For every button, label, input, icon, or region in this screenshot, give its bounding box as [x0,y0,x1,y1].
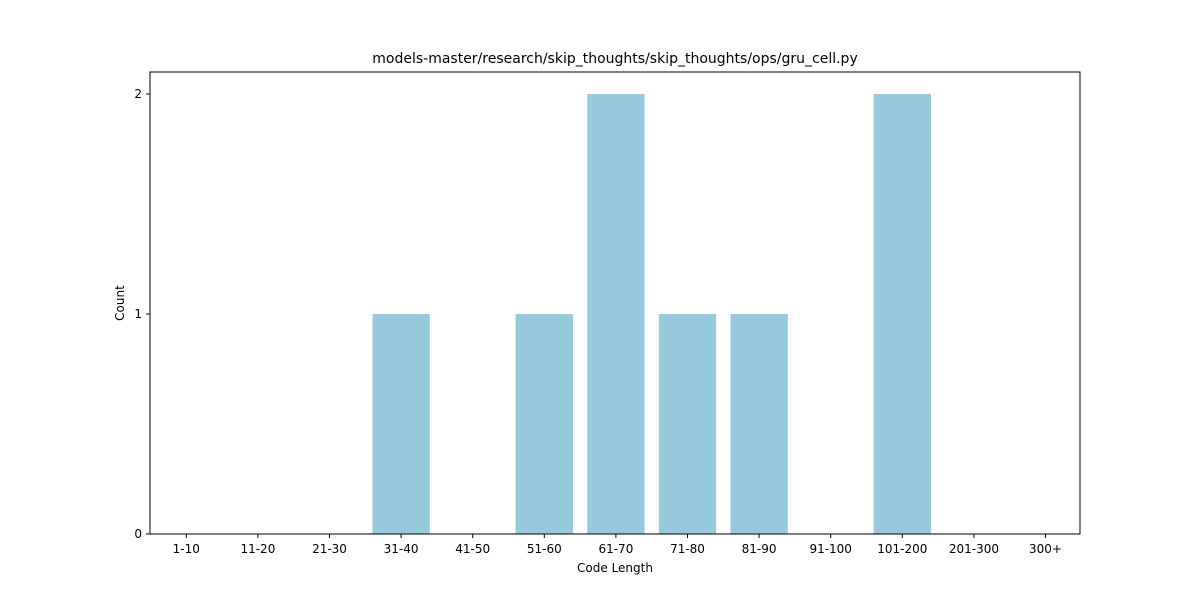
x-tick-label: 91-100 [809,542,852,556]
x-tick-label: 51-60 [527,542,562,556]
y-tick-label: 2 [134,87,142,101]
y-tick-label: 1 [134,307,142,321]
y-axis-ticks: 0 1 2 [134,87,150,541]
x-tick-label: 300+ [1029,542,1062,556]
x-tick-label: 61-70 [598,542,633,556]
x-tick-label: 201-300 [949,542,999,556]
x-tick-label: 11-20 [240,542,275,556]
x-tick-label: 41-50 [455,542,490,556]
x-tick-label: 21-30 [312,542,347,556]
bar-81-90 [730,314,788,534]
bar-31-40 [372,314,430,534]
bar-61-70 [587,94,645,534]
x-tick-label: 71-80 [670,542,705,556]
plot-frame [149,71,1081,535]
y-tick-label: 0 [134,527,142,541]
bar-101-200 [873,94,931,534]
x-tick-label: 1-10 [173,542,200,556]
bars-layer [372,94,931,534]
x-axis-ticks: 1-10 11-20 21-30 31-40 41-50 51-60 61-70 71-80 8… [173,534,1062,556]
chart-title: models-master/research/skip_thoughts/ski… [372,51,857,67]
y-axis-label: Count [113,285,127,321]
x-axis-label: Code Length [577,561,653,575]
x-tick-label: 81-90 [742,542,777,556]
x-tick-label: 31-40 [384,542,419,556]
bar-71-80 [658,314,717,534]
bar-51-60 [515,314,573,534]
x-tick-label: 101-200 [877,542,927,556]
